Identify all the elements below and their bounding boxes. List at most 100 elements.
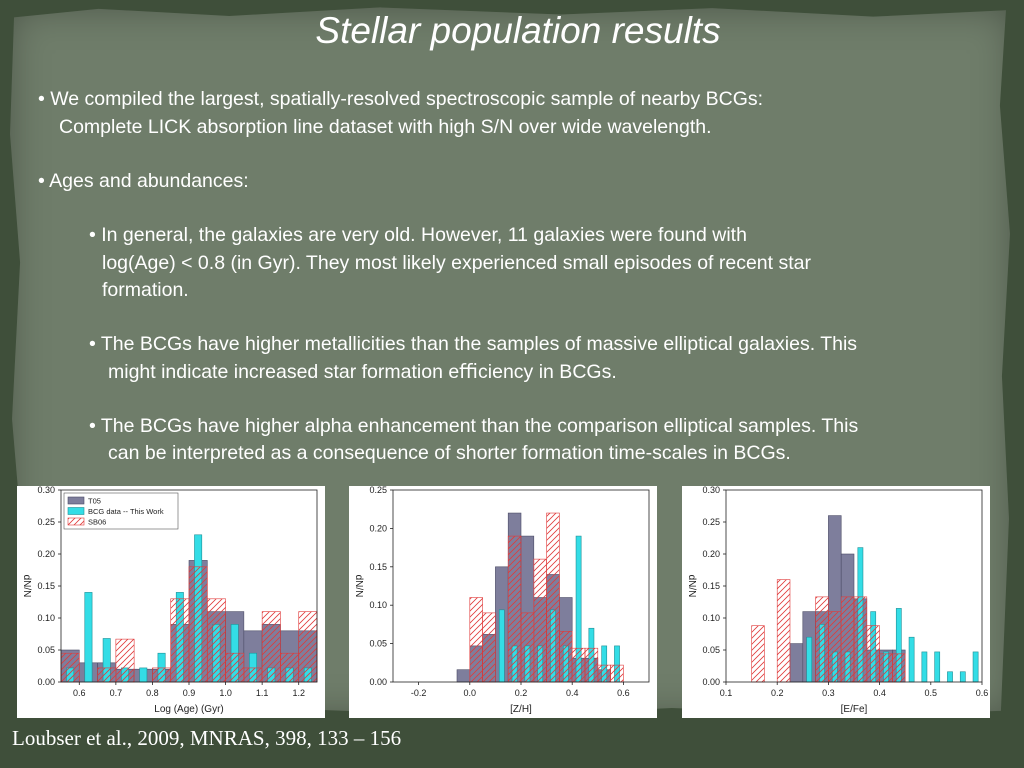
bar-narrow: [139, 667, 148, 683]
bullet-2: • Ages and abundances:: [38, 170, 249, 192]
bar-hatched: [97, 667, 117, 683]
citation: Loubser et al., 2009, MNRAS, 398, 133 – …: [12, 726, 402, 750]
bar-hatched: [261, 611, 281, 683]
y-tick-label: 0.00: [369, 677, 387, 687]
x-tick-label: 0.8: [146, 688, 159, 698]
y-tick-label: 0.15: [369, 562, 387, 572]
sub-bullet-1-line-1: • In general, the galaxies are very old.…: [89, 224, 747, 246]
x-tick-label: 0.6: [73, 688, 86, 698]
metallicity-histogram-panel: 0.00 0.05 0.10 0.15 0.20 0.25 -0.2 0.0 0.2 0.4 0.6…: [349, 486, 657, 718]
bar-hatched: [546, 512, 560, 683]
y-tick-label: 0.20: [37, 549, 55, 559]
bar-hatched: [469, 597, 483, 683]
bullet-1-line-2: Complete LICK absorption line dataset wi…: [59, 116, 712, 138]
y-tick-label: 0.25: [37, 517, 55, 527]
y-axis-label: dN/N: [21, 575, 32, 598]
y-tick-label: 0.30: [702, 486, 720, 495]
x-tick-label: 1.2: [292, 688, 305, 698]
bar-hatched: [815, 596, 829, 683]
bar-hatched: [60, 652, 80, 683]
bar-narrow: [921, 651, 928, 683]
bar-hatched: [879, 653, 893, 683]
bar-narrow: [908, 636, 915, 683]
bar-hatched: [840, 596, 855, 683]
age-histogram: 0.00 0.05 0.10 0.15 0.20 0.25 0.30 0.6 0.7 0.8 0.9…: [21, 486, 318, 715]
bar-hatched: [298, 611, 318, 683]
bar-narrow: [84, 592, 93, 683]
bar-hatched: [225, 652, 245, 683]
bar-narrow: [959, 671, 966, 683]
alpha-enhancement-histogram: 0.00 0.05 0.10 0.15 0.20 0.25 0.30 0.1 0.2 0.3 0.4…: [686, 486, 989, 715]
bar-hatched: [206, 598, 226, 683]
bar-narrow: [947, 671, 953, 683]
y-tick-label: 0.00: [702, 677, 720, 687]
bar-hatched: [170, 598, 190, 683]
x-axis-label: Log (Age) (Gyr): [154, 704, 223, 715]
y-tick-label: 0.05: [37, 645, 55, 655]
bar-hatched: [280, 652, 300, 683]
legend-entry: SB06: [88, 518, 106, 527]
sub-bullet-2-line-1: • The BCGs have higher metallicities tha…: [89, 333, 858, 355]
y-tick-label: 0.10: [702, 613, 720, 623]
x-tick-label: 0.0: [464, 688, 477, 698]
x-tick-label: 0.2: [515, 688, 528, 698]
bar-hatched: [853, 596, 868, 683]
x-tick-label: 0.9: [183, 688, 196, 698]
y-tick-label: 0.15: [702, 581, 720, 591]
sub-bullet-2-line-2: might indicate increased star formation …: [108, 361, 617, 383]
bar-hatched: [152, 667, 172, 683]
sub-bullet-3-line-1: • The BCGs have higher alpha enhancement…: [89, 415, 859, 437]
sub-bullet-3-line-2: can be interpreted as a consequence of s…: [108, 442, 791, 464]
x-tick-label: 0.6: [976, 688, 989, 698]
y-tick-label: 0.05: [369, 639, 387, 649]
bar-hatched: [243, 667, 263, 683]
bar-hatched: [559, 631, 573, 683]
x-tick-label: 0.4: [873, 688, 886, 698]
bar-filled: [789, 643, 804, 683]
x-axis-label: [E/Fe]: [841, 704, 868, 715]
x-tick-label: 0.4: [566, 688, 579, 698]
x-tick-label: 0.6: [617, 688, 630, 698]
metallicity-histogram: 0.00 0.05 0.10 0.15 0.20 0.25 -0.2 0.0 0.2 0.4 0.6…: [353, 486, 650, 715]
bar-hatched: [520, 612, 535, 683]
bar-narrow: [972, 651, 979, 683]
bar-hatched: [482, 612, 496, 683]
x-tick-label: 0.7: [110, 688, 123, 698]
bar-hatched: [751, 625, 765, 683]
bar-filled: [456, 669, 471, 683]
bar-hatched: [115, 638, 135, 683]
legend-entry: T05: [88, 497, 101, 506]
x-axis-label: [Z/H]: [510, 704, 532, 715]
bar-hatched: [828, 611, 842, 683]
x-tick-label: 1.1: [256, 688, 269, 698]
y-tick-label: 0.00: [37, 677, 55, 687]
y-tick-label: 0.10: [37, 613, 55, 623]
bar-narrow: [934, 651, 941, 683]
bar-hatched: [584, 647, 599, 683]
bar-hatched: [866, 625, 880, 683]
bar-hatched: [597, 664, 611, 683]
bar-hatched: [776, 579, 791, 683]
bar-hatched: [507, 535, 522, 683]
y-tick-label: 0.20: [369, 523, 387, 533]
y-tick-label: 0.30: [37, 486, 55, 495]
x-tick-label: -0.2: [411, 688, 427, 698]
y-axis-label: dN/N: [353, 575, 364, 598]
bullet-1-line-1: • We compiled the largest, spatially-res…: [38, 88, 764, 110]
legend-entry: BCG data -- This Work: [88, 507, 164, 516]
bar-hatched: [188, 566, 208, 683]
y-axis-label: dN/N: [686, 575, 697, 598]
bar-hatched: [892, 653, 906, 683]
x-tick-label: 0.1: [720, 688, 733, 698]
age-histogram-panel: 0.00 0.05 0.10 0.15 0.20 0.25 0.30 0.6 0.7 0.8 0.9…: [17, 486, 325, 718]
y-tick-label: 0.25: [702, 517, 720, 527]
y-tick-label: 0.15: [37, 581, 55, 591]
y-tick-label: 0.20: [702, 549, 720, 559]
alpha-enhancement-histogram-panel: 0.00 0.05 0.10 0.15 0.20 0.25 0.30 0.1 0.2 0.3 0.4…: [682, 486, 990, 718]
x-tick-label: 0.5: [925, 688, 938, 698]
slide-title: Stellar population results: [315, 10, 721, 51]
y-tick-label: 0.25: [369, 486, 387, 495]
bar-hatched: [610, 664, 624, 683]
bar-narrow: [806, 636, 813, 683]
